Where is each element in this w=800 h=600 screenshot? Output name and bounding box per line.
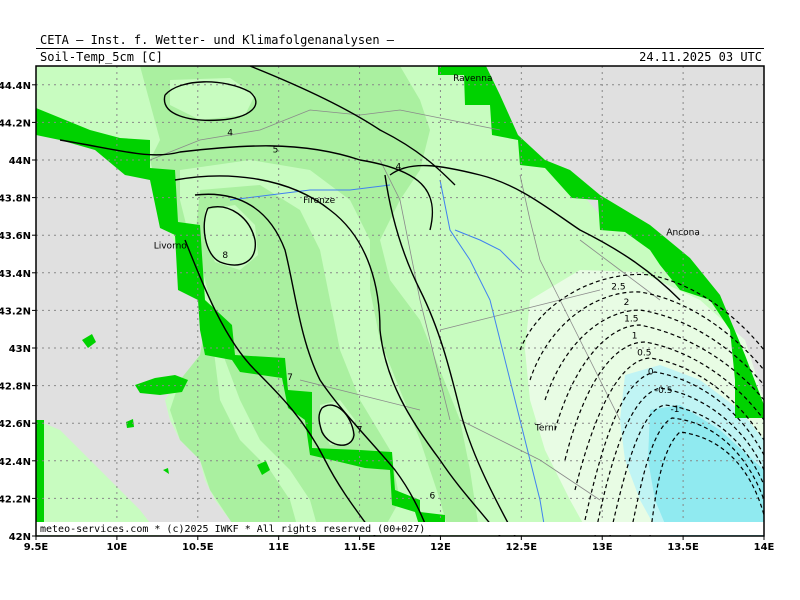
lat-tick-label: 43.6N — [0, 231, 31, 242]
lat-tick-label: 43N — [9, 344, 31, 355]
map-frame — [35, 65, 765, 537]
city-label: Ravenna — [453, 74, 492, 84]
lat-tick-label: 42N — [9, 532, 31, 543]
lat-tick-label: 43.8N — [0, 194, 31, 205]
lat-tick-label: 42.6N — [0, 419, 31, 430]
lon-tick-label: 12E — [430, 542, 451, 553]
contour-label: 0.5 — [637, 349, 651, 359]
contour-label: 8 — [222, 251, 228, 261]
contour-label: 1 — [632, 332, 638, 342]
island-capraia — [82, 334, 96, 348]
contour-label: 0 — [648, 367, 654, 377]
credit-strip — [36, 522, 764, 535]
contour-label: 4 — [396, 162, 402, 172]
city-label: Livorno — [154, 241, 188, 251]
island-pianosa — [126, 419, 134, 428]
institute-title: CETA – Inst. f. Wetter- und Klimafolgena… — [40, 33, 395, 47]
lat-tick-label: 42.8N — [0, 382, 31, 393]
credit-text: meteo-services.com * (c)2025 IWKF * All … — [40, 524, 425, 535]
city-label: Ancona — [666, 228, 700, 238]
contour-label: 2 — [624, 298, 630, 308]
contour-label: 7 — [287, 373, 293, 383]
lon-tick-label: 11.5E — [344, 542, 376, 553]
lon-tick-label: 10E — [107, 542, 128, 553]
header-rule — [36, 48, 764, 49]
contour-label: 2.5 — [611, 283, 625, 293]
contour-label: -0.5 — [655, 386, 673, 396]
map-labels: Ravenna Firenze Livorno Ancona Terni 4 5 4 8 7 7 6 2… — [154, 74, 700, 501]
island-elba — [135, 375, 188, 395]
rivers — [229, 179, 546, 531]
band-very-cold — [648, 405, 764, 536]
lat-tick-label: 44.4N — [0, 81, 31, 92]
contour-label: 4 — [227, 129, 233, 139]
city-label: Terni — [534, 424, 556, 434]
contour-label: 5 — [273, 145, 279, 155]
contours-solid — [59, 66, 681, 536]
lon-tick-label: 10.5E — [182, 542, 214, 553]
island-montecristo — [163, 468, 169, 474]
band-7-island — [320, 400, 355, 445]
lat-tick-label: 42.4N — [0, 457, 31, 468]
graticule — [36, 66, 764, 536]
lon-tick-label: 13.5E — [667, 542, 699, 553]
contour-label: 1.5 — [624, 315, 638, 325]
lat-tick-label: 43.2N — [0, 306, 31, 317]
contours-dashed — [519, 273, 764, 536]
lon-tick-label: 12.5E — [506, 542, 538, 553]
parameter-label: Soil-Temp_5cm [C] — [40, 50, 163, 64]
contour-label: 6 — [429, 491, 435, 501]
lat-tick-label: 42.2N — [0, 494, 31, 505]
island-giglio — [257, 461, 270, 475]
lat-tick-label: 44N — [9, 156, 31, 167]
coast-band-adriatic — [438, 66, 764, 418]
lon-tick-label: 14E — [754, 542, 775, 553]
lon-tick-label: 11E — [268, 542, 289, 553]
axis-ticks: 9.5E 10E 10.5E 11E 11.5E 12E 12.5E 13E 13.5E 14E 4… — [0, 81, 775, 553]
lat-tick-label: 43.4N — [0, 269, 31, 280]
band-8 — [205, 205, 258, 270]
lat-tick-label: 44.2N — [0, 118, 31, 129]
coast-band-west-edge — [36, 420, 44, 528]
lon-tick-label: 13E — [592, 542, 613, 553]
valid-datetime: 24.11.2025 03 UTC — [639, 50, 762, 64]
lon-tick-label: 9.5E — [24, 542, 49, 553]
band-north-warm — [170, 78, 255, 120]
contour-label: 7 — [357, 426, 363, 436]
contour-label: -1 — [671, 405, 680, 415]
city-label: Firenze — [303, 196, 335, 206]
